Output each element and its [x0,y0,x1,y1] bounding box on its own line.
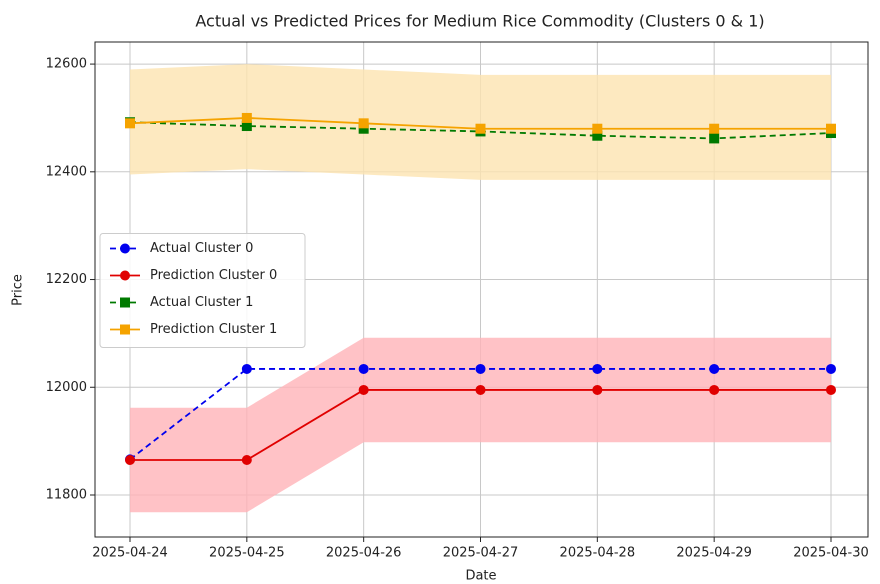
legend-label: Actual Cluster 0 [150,241,253,256]
legend-label: Prediction Cluster 1 [150,322,277,337]
x-tick-label: 2025-04-27 [443,546,519,561]
data-point [241,112,252,123]
x-tick-label: 2025-04-24 [92,546,168,561]
data-point [358,363,369,374]
y-tick-label: 12600 [46,57,87,72]
data-point [592,384,603,395]
y-tick-label: 12200 [46,272,87,287]
data-point [358,118,369,129]
x-tick-label: 2025-04-25 [209,546,285,561]
plot-frame [94,41,869,538]
y-tick-label: 11800 [46,487,87,502]
y-axis-label: Price [11,274,26,306]
x-tick-label: 2025-04-30 [793,546,869,561]
data-point [241,121,252,132]
legend-marker [120,270,130,281]
y-tick-label: 12000 [46,380,87,395]
confidence-band [130,64,831,180]
data-point [241,454,252,465]
legend-marker [120,243,130,254]
data-point [826,123,836,134]
legend-label: Prediction Cluster 0 [150,268,277,283]
data-point [592,123,603,134]
data-point [826,363,836,374]
data-point [475,363,486,374]
data-point [358,384,369,395]
data-point [592,363,603,374]
x-axis-label: Date [465,569,496,584]
chart-title: Actual vs Predicted Prices for Medium Ri… [195,12,764,31]
data-point [709,133,720,144]
x-tick-label: 2025-04-26 [326,546,402,561]
data-point [125,454,135,465]
data-point [241,363,252,374]
data-point [709,363,720,374]
data-point [358,123,369,134]
data-point [125,118,135,129]
data-point [709,123,720,134]
legend-marker [120,324,130,335]
data-point [475,384,486,395]
legend-label: Actual Cluster 1 [150,295,253,310]
confidence-band [130,337,831,513]
legend-box [99,233,306,348]
data-point [709,384,720,395]
data-point [592,130,603,141]
legend-marker [120,297,130,308]
x-tick-label: 2025-04-29 [676,546,752,561]
y-tick-label: 12400 [46,164,87,179]
data-point [475,123,486,134]
x-tick-label: 2025-04-28 [560,546,636,561]
data-point [826,384,836,395]
